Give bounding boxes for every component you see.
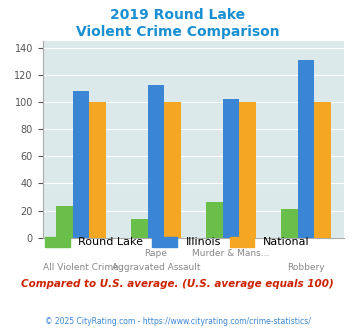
Bar xyxy=(314,102,331,238)
Text: 2019 Round Lake: 2019 Round Lake xyxy=(110,8,245,22)
Legend: Round Lake, Illinois, National: Round Lake, Illinois, National xyxy=(41,232,314,252)
Bar xyxy=(56,207,73,238)
Bar xyxy=(73,91,89,238)
Bar xyxy=(206,202,223,238)
Text: Rape: Rape xyxy=(144,249,168,258)
Text: All Violent Crime: All Violent Crime xyxy=(43,263,119,272)
Bar xyxy=(89,102,106,238)
Bar xyxy=(281,209,297,238)
Text: Compared to U.S. average. (U.S. average equals 100): Compared to U.S. average. (U.S. average … xyxy=(21,279,334,289)
Bar xyxy=(148,84,164,238)
Text: Violent Crime Comparison: Violent Crime Comparison xyxy=(76,25,279,39)
Text: © 2025 CityRating.com - https://www.cityrating.com/crime-statistics/: © 2025 CityRating.com - https://www.city… xyxy=(45,317,310,326)
Bar xyxy=(164,102,181,238)
Text: Murder & Mans...: Murder & Mans... xyxy=(192,249,270,258)
Bar xyxy=(223,99,239,238)
Bar xyxy=(131,219,148,238)
Text: Aggravated Assault: Aggravated Assault xyxy=(112,263,200,272)
Bar xyxy=(239,102,256,238)
Bar xyxy=(297,60,314,238)
Text: Robbery: Robbery xyxy=(287,263,325,272)
